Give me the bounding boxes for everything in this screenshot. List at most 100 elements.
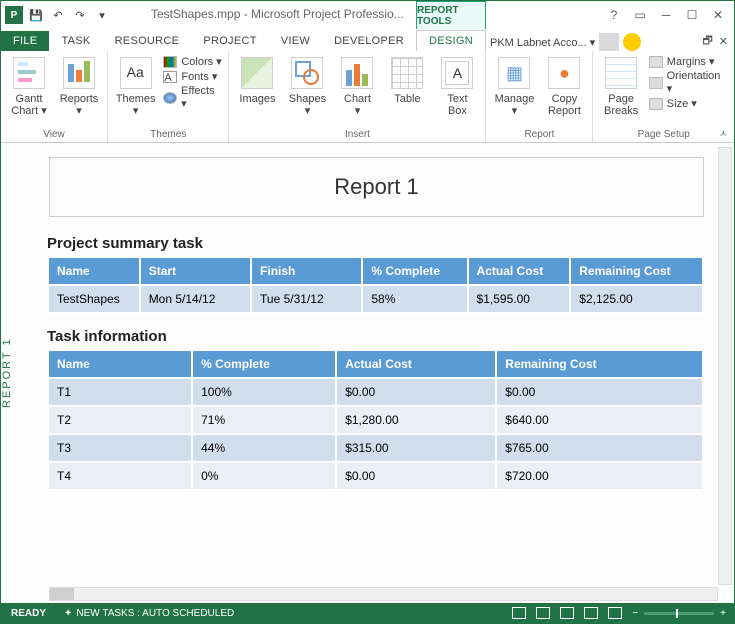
manage-button[interactable]: Manage▾ xyxy=(492,55,536,117)
chart-button[interactable]: Chart▾ xyxy=(335,55,379,117)
ribbon-collapse-icon[interactable]: ㅅ xyxy=(719,125,728,140)
table-row: T1100%$0.00$0.00 xyxy=(48,378,703,406)
shapes-button[interactable]: Shapes▾ xyxy=(285,55,329,117)
avatar-icon xyxy=(599,33,619,51)
window-title: TestShapes.mpp - Microsoft Project Profe… xyxy=(151,7,404,21)
zoom-track[interactable] xyxy=(644,612,714,615)
margins-button[interactable]: Margins ▾ xyxy=(649,55,728,68)
zoom-in-icon[interactable]: + xyxy=(720,608,726,619)
mdi-close-icon[interactable]: ✕ xyxy=(719,35,728,48)
tab-file[interactable]: FILE xyxy=(1,31,49,51)
ribbon: GanttChart ▾ Reports▾ View Themes▾ Color… xyxy=(1,51,734,143)
zoom-out-icon[interactable]: − xyxy=(632,608,638,619)
fonts-button[interactable]: AFonts ▾ xyxy=(163,70,222,83)
tasks-heading: Task information xyxy=(47,328,714,345)
table-icon xyxy=(391,57,423,89)
page-breaks-icon xyxy=(605,57,637,89)
help-icon[interactable]: ? xyxy=(602,5,626,25)
tab-view[interactable]: VIEW xyxy=(269,31,322,51)
col-start: Start xyxy=(140,257,251,285)
zoom-slider[interactable]: − + xyxy=(632,608,726,619)
tab-project[interactable]: PROJECT xyxy=(191,31,268,51)
view-shortcut-1-icon[interactable] xyxy=(512,607,526,619)
tab-resource[interactable]: RESOURCE xyxy=(103,31,192,51)
margins-icon xyxy=(649,56,663,68)
group-view: GanttChart ▾ Reports▾ View xyxy=(1,51,108,142)
table-button[interactable]: Table xyxy=(385,55,429,105)
col-actual: Actual Cost xyxy=(336,350,496,378)
images-icon xyxy=(241,57,273,89)
tab-design[interactable]: DESIGN xyxy=(416,30,486,51)
vertical-scrollbar[interactable] xyxy=(718,147,732,585)
orientation-icon xyxy=(649,77,663,89)
view-shortcut-5-icon[interactable] xyxy=(608,607,622,619)
group-label-themes: Themes xyxy=(114,127,222,140)
colors-icon xyxy=(163,56,177,68)
save-icon[interactable]: 💾 xyxy=(27,6,45,24)
document-area: REPORT 1 Report 1 Project summary task N… xyxy=(1,143,734,603)
size-icon xyxy=(649,98,663,110)
page-breaks-button[interactable]: PageBreaks xyxy=(599,55,642,117)
view-shortcut-4-icon[interactable] xyxy=(584,607,598,619)
images-button[interactable]: Images xyxy=(235,55,279,105)
report-title[interactable]: Report 1 xyxy=(49,157,704,217)
report-page: Report 1 Project summary task Name Start… xyxy=(23,143,734,603)
statusbar: READY ✦ NEW TASKS : AUTO SCHEDULED − + xyxy=(1,603,734,623)
effects-button[interactable]: Effects ▾ xyxy=(163,85,222,110)
summary-table[interactable]: Name Start Finish % Complete Actual Cost… xyxy=(47,256,704,314)
group-label-insert: Insert xyxy=(235,127,479,140)
copy-report-icon xyxy=(548,57,580,89)
qat-dropdown-icon[interactable]: ▾ xyxy=(93,6,111,24)
col-actual: Actual Cost xyxy=(468,257,571,285)
orientation-button[interactable]: Orientation ▾ xyxy=(649,70,728,95)
copy-report-button[interactable]: CopyReport xyxy=(542,55,586,117)
close-icon[interactable]: ✕ xyxy=(706,5,730,25)
textbox-icon xyxy=(441,57,473,89)
group-report: Manage▾ CopyReport Report xyxy=(486,51,593,142)
fonts-icon: A xyxy=(163,71,177,83)
horizontal-scrollbar[interactable] xyxy=(49,587,718,601)
table-header-row: Name Start Finish % Complete Actual Cost… xyxy=(48,257,703,285)
feedback-icon[interactable] xyxy=(623,33,641,51)
gantt-chart-button[interactable]: GanttChart ▾ xyxy=(7,55,51,117)
view-shortcut-2-icon[interactable] xyxy=(536,607,550,619)
tab-task[interactable]: TASK xyxy=(49,31,102,51)
status-newtasks[interactable]: ✦ NEW TASKS : AUTO SCHEDULED xyxy=(56,608,242,619)
tasks-table[interactable]: Name % Complete Actual Cost Remaining Co… xyxy=(47,349,704,491)
col-remaining: Remaining Cost xyxy=(570,257,703,285)
col-pct: % Complete xyxy=(362,257,467,285)
themes-icon xyxy=(120,57,152,89)
group-label-view: View xyxy=(7,127,101,140)
redo-icon[interactable]: ↷ xyxy=(71,6,89,24)
reports-icon xyxy=(63,57,95,89)
mdi-restore-icon[interactable]: 🗗 xyxy=(702,32,712,51)
ribbon-tabs: FILE TASK RESOURCE PROJECT VIEW DEVELOPE… xyxy=(1,29,734,51)
col-finish: Finish xyxy=(251,257,362,285)
contextual-tab-label: REPORT TOOLS xyxy=(416,1,486,29)
status-ready: READY xyxy=(1,608,56,619)
undo-icon[interactable]: ↶ xyxy=(49,6,67,24)
group-page-setup: PageBreaks Margins ▾ Orientation ▾ Size … xyxy=(593,51,734,142)
ribbon-display-icon[interactable]: ▭ xyxy=(628,5,652,25)
colors-button[interactable]: Colors ▾ xyxy=(163,55,222,68)
summary-heading: Project summary task xyxy=(47,235,714,252)
effects-icon xyxy=(163,92,177,104)
col-name: Name xyxy=(48,350,192,378)
chart-icon xyxy=(341,57,373,89)
newtasks-icon: ✦ xyxy=(64,608,72,619)
size-button[interactable]: Size ▾ xyxy=(649,97,728,110)
group-label-page-setup: Page Setup xyxy=(599,127,728,140)
view-shortcut-3-icon[interactable] xyxy=(560,607,574,619)
account-menu[interactable]: PKM Labnet Acco... ▾ xyxy=(486,33,623,51)
account-label: PKM Labnet Acco... ▾ xyxy=(490,36,595,49)
group-label-report: Report xyxy=(492,127,586,140)
reports-button[interactable]: Reports▾ xyxy=(57,55,101,117)
col-name: Name xyxy=(48,257,140,285)
tab-developer[interactable]: DEVELOPER xyxy=(322,31,416,51)
table-row: T40%$0.00$720.00 xyxy=(48,462,703,490)
maximize-icon[interactable]: ☐ xyxy=(680,5,704,25)
minimize-icon[interactable]: ─ xyxy=(654,5,678,25)
themes-button[interactable]: Themes▾ xyxy=(114,55,157,117)
table-row: T271%$1,280.00$640.00 xyxy=(48,406,703,434)
textbox-button[interactable]: TextBox xyxy=(435,55,479,117)
